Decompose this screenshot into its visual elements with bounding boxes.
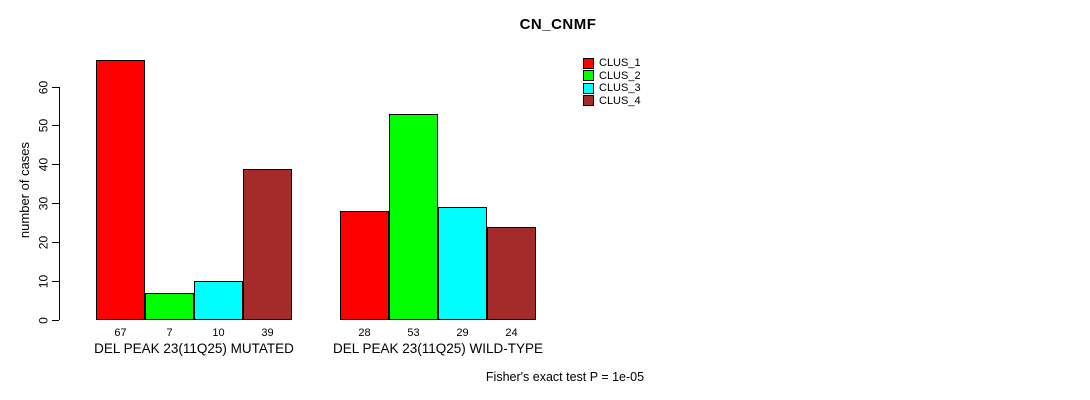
legend-item-clus_1: CLUS_1 (583, 57, 641, 70)
bar-clus_1-group2 (340, 211, 389, 320)
bar-value-label: 29 (456, 327, 469, 339)
y-axis-tick-label: 40 (36, 157, 51, 172)
x-group-label-mutated: DEL PEAK 23(11Q25) MUTATED (94, 341, 294, 356)
legend-color-swatch (583, 82, 594, 94)
y-axis-tick (52, 86, 59, 88)
bar-value-label: 67 (114, 327, 127, 339)
bar-value-label: 10 (212, 327, 225, 339)
x-group-label-wild-type: DEL PEAK 23(11Q25) WILD-TYPE (332, 341, 544, 356)
legend-color-swatch (583, 70, 594, 82)
bar-clus_1-group1 (96, 59, 145, 320)
bar-value-label: 24 (505, 327, 518, 339)
bar-clus_2-group2 (389, 114, 438, 320)
y-axis-tick-label: 30 (36, 196, 51, 211)
y-axis-tick-label: 60 (36, 80, 51, 94)
bar-clus_3-group1 (194, 281, 243, 320)
y-axis-tick-label: 20 (36, 235, 51, 250)
bar-clus_4-group1 (243, 168, 292, 320)
y-axis-line (59, 87, 60, 320)
y-axis-tick (52, 203, 59, 204)
y-axis-tick (52, 164, 59, 166)
y-axis-tick (52, 241, 59, 243)
legend-label: CLUS_2 (599, 69, 641, 82)
y-axis-tick-label: 10 (36, 274, 51, 288)
legend-color-swatch (583, 95, 594, 107)
bar-value-label: 7 (166, 327, 173, 339)
fishers-test-note: Fisher's exact test P = 1e-05 (485, 370, 645, 384)
legend-item-clus_3: CLUS_3 (583, 82, 641, 95)
y-axis-tick (52, 280, 59, 282)
legend-label: CLUS_4 (599, 94, 641, 107)
bar-clus_2-group1 (145, 292, 194, 320)
bar-clus_3-group2 (438, 207, 487, 320)
legend-item-clus_4: CLUS_4 (583, 95, 641, 108)
legend-item-clus_2: CLUS_2 (583, 70, 641, 83)
legend-label: CLUS_3 (599, 82, 641, 95)
y-axis-tick (52, 319, 59, 321)
legend: CLUS_1 CLUS_2 CLUS_3 CLUS_4 (583, 57, 641, 107)
chart-title: CN_CNMF (519, 16, 597, 33)
bar-value-label: 28 (358, 327, 371, 339)
bar-value-label: 53 (407, 327, 420, 339)
y-axis-tick-label: 50 (36, 119, 51, 133)
y-axis-tick (52, 125, 59, 127)
y-axis-tick-label: 0 (36, 316, 51, 324)
y-axis-title: number of cases (17, 141, 32, 239)
legend-label: CLUS_1 (599, 57, 641, 70)
bar-clus_4-group2 (487, 226, 536, 320)
legend-color-swatch (583, 57, 594, 69)
bar-value-label: 39 (261, 327, 274, 339)
